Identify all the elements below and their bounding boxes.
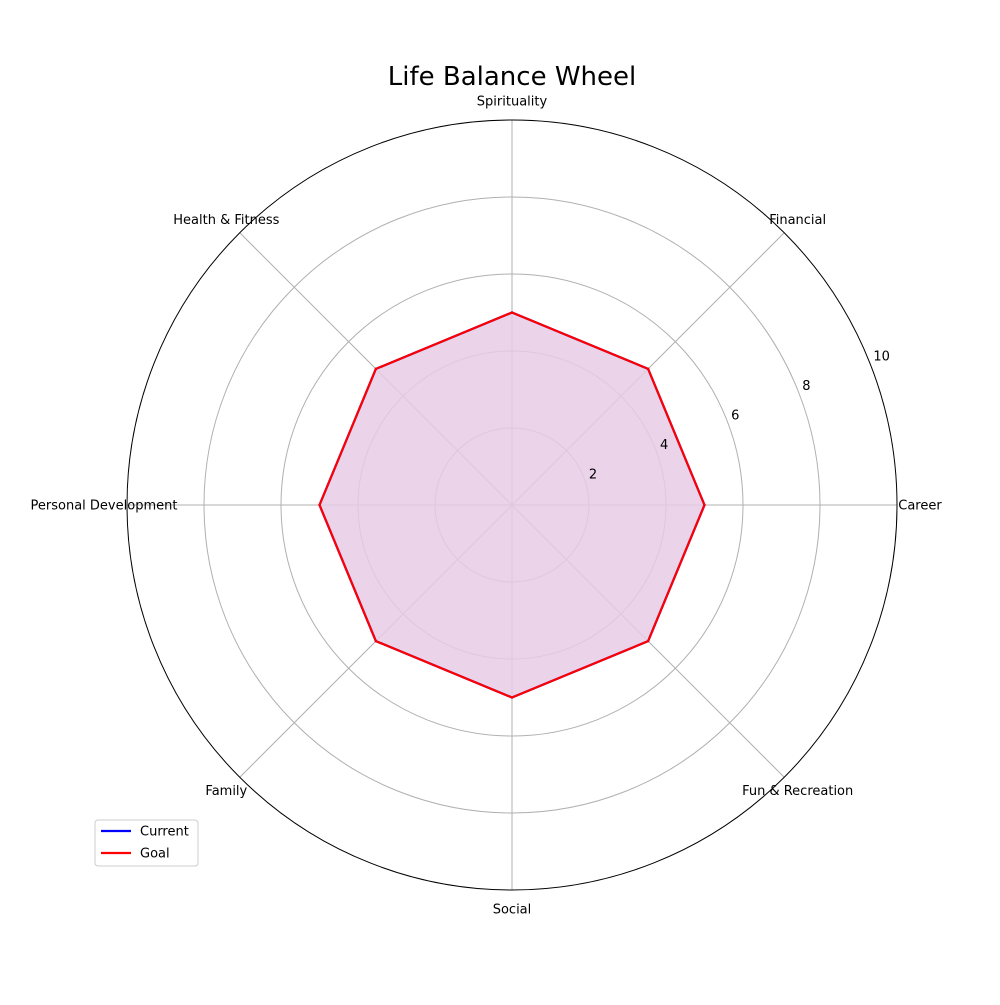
category-label-career: Career [898, 499, 942, 514]
tick-label-2: 2 [589, 468, 597, 483]
category-label-health-and-fitness: Health & Fitness [173, 213, 279, 228]
category-label-spirituality: Spirituality [477, 95, 548, 110]
point-goal-financial [646, 367, 650, 371]
point-goal-social [510, 696, 514, 699]
point-goal-health-and-fitness [374, 367, 378, 371]
point-goal-spirituality [510, 311, 514, 314]
category-labels: Career Financial Spirituality Health & Fitn… [31, 95, 943, 918]
category-label-social: Social [493, 903, 532, 918]
legend: Current Goal [94, 819, 199, 867]
category-label-personal-development: Personal Development [31, 499, 178, 514]
chart-title: Life Balance Wheel [388, 62, 637, 92]
tick-label-8: 8 [802, 379, 810, 394]
legend-label-goal: Goal [140, 847, 170, 862]
point-goal-personal-development [318, 503, 321, 507]
tick-label-6: 6 [731, 409, 739, 424]
legend-label-current: Current [140, 825, 189, 840]
category-label-financial: Financial [769, 213, 826, 228]
point-goal-fun-and-recreation [646, 639, 650, 643]
point-goal-career [703, 503, 706, 507]
tick-label-10: 10 [873, 350, 890, 365]
area-goal [319, 312, 705, 698]
area-fill [319, 312, 705, 698]
radial-ticks: 2 4 6 8 10 [589, 350, 890, 483]
series [318, 311, 706, 699]
point-goal-family [374, 639, 378, 643]
outer-ring [126, 119, 898, 891]
category-label-fun-and-recreation: Fun & Recreation [742, 784, 853, 799]
category-label-family: Family [205, 784, 247, 799]
tick-label-4: 4 [660, 438, 668, 453]
